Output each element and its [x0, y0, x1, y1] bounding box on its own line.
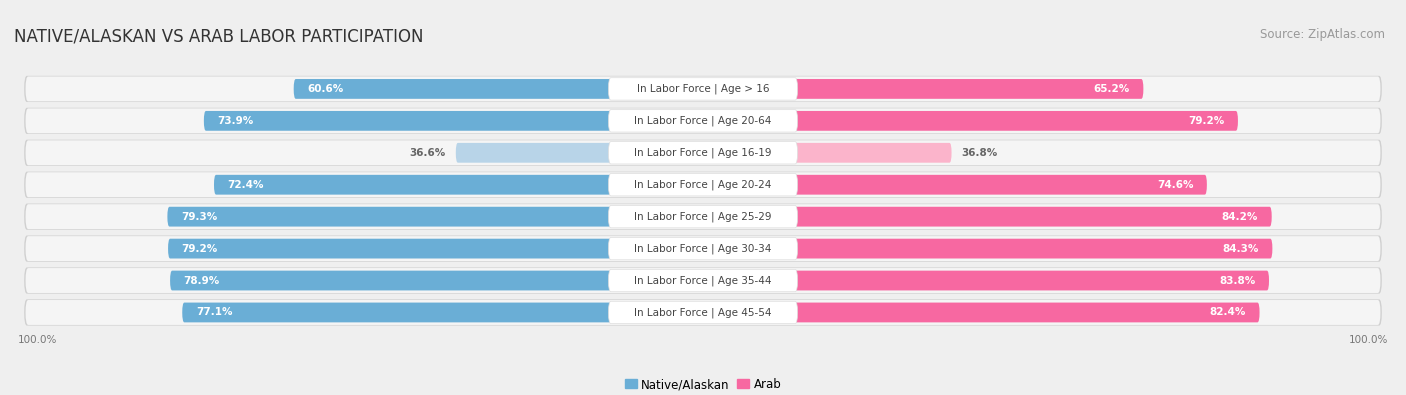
- Text: In Labor Force | Age 45-54: In Labor Force | Age 45-54: [634, 307, 772, 318]
- Text: 60.6%: 60.6%: [307, 84, 343, 94]
- FancyBboxPatch shape: [703, 207, 1271, 227]
- FancyBboxPatch shape: [24, 299, 1382, 325]
- Text: 78.9%: 78.9%: [184, 276, 219, 286]
- FancyBboxPatch shape: [25, 300, 1381, 325]
- FancyBboxPatch shape: [25, 268, 1381, 293]
- FancyBboxPatch shape: [24, 235, 1382, 262]
- FancyBboxPatch shape: [609, 269, 797, 292]
- Text: In Labor Force | Age 16-19: In Labor Force | Age 16-19: [634, 148, 772, 158]
- FancyBboxPatch shape: [25, 108, 1381, 133]
- FancyBboxPatch shape: [24, 267, 1382, 293]
- FancyBboxPatch shape: [703, 271, 1270, 290]
- FancyBboxPatch shape: [167, 207, 703, 227]
- FancyBboxPatch shape: [456, 143, 703, 163]
- Text: 74.6%: 74.6%: [1157, 180, 1194, 190]
- FancyBboxPatch shape: [609, 78, 797, 100]
- FancyBboxPatch shape: [703, 79, 1143, 99]
- Text: NATIVE/ALASKAN VS ARAB LABOR PARTICIPATION: NATIVE/ALASKAN VS ARAB LABOR PARTICIPATI…: [14, 28, 423, 46]
- FancyBboxPatch shape: [609, 173, 797, 196]
- Text: 79.2%: 79.2%: [1188, 116, 1225, 126]
- FancyBboxPatch shape: [294, 79, 703, 99]
- FancyBboxPatch shape: [24, 140, 1382, 166]
- FancyBboxPatch shape: [25, 140, 1381, 165]
- Text: 82.4%: 82.4%: [1209, 307, 1246, 318]
- FancyBboxPatch shape: [204, 111, 703, 131]
- Text: 36.8%: 36.8%: [962, 148, 998, 158]
- Text: In Labor Force | Age 20-64: In Labor Force | Age 20-64: [634, 116, 772, 126]
- FancyBboxPatch shape: [169, 239, 703, 258]
- Text: 73.9%: 73.9%: [218, 116, 253, 126]
- FancyBboxPatch shape: [609, 237, 797, 260]
- Text: In Labor Force | Age > 16: In Labor Force | Age > 16: [637, 84, 769, 94]
- Text: 77.1%: 77.1%: [195, 307, 232, 318]
- FancyBboxPatch shape: [24, 203, 1382, 230]
- FancyBboxPatch shape: [703, 175, 1206, 195]
- FancyBboxPatch shape: [24, 76, 1382, 102]
- FancyBboxPatch shape: [183, 303, 703, 322]
- FancyBboxPatch shape: [703, 303, 1260, 322]
- FancyBboxPatch shape: [24, 108, 1382, 134]
- FancyBboxPatch shape: [703, 239, 1272, 258]
- Text: 79.3%: 79.3%: [181, 212, 217, 222]
- FancyBboxPatch shape: [24, 172, 1382, 198]
- Text: 100.0%: 100.0%: [17, 335, 56, 344]
- FancyBboxPatch shape: [25, 77, 1381, 102]
- Legend: Native/Alaskan, Arab: Native/Alaskan, Arab: [620, 373, 786, 395]
- Text: 65.2%: 65.2%: [1094, 84, 1130, 94]
- FancyBboxPatch shape: [214, 175, 703, 195]
- FancyBboxPatch shape: [703, 143, 952, 163]
- FancyBboxPatch shape: [703, 111, 1237, 131]
- Text: 100.0%: 100.0%: [1350, 335, 1389, 344]
- FancyBboxPatch shape: [170, 271, 703, 290]
- FancyBboxPatch shape: [609, 142, 797, 164]
- FancyBboxPatch shape: [25, 204, 1381, 229]
- FancyBboxPatch shape: [609, 301, 797, 324]
- Text: Source: ZipAtlas.com: Source: ZipAtlas.com: [1260, 28, 1385, 41]
- Text: 79.2%: 79.2%: [181, 244, 218, 254]
- Text: 83.8%: 83.8%: [1219, 276, 1256, 286]
- FancyBboxPatch shape: [609, 110, 797, 132]
- Text: In Labor Force | Age 30-34: In Labor Force | Age 30-34: [634, 243, 772, 254]
- FancyBboxPatch shape: [25, 236, 1381, 261]
- Text: In Labor Force | Age 25-29: In Labor Force | Age 25-29: [634, 211, 772, 222]
- Text: 72.4%: 72.4%: [228, 180, 264, 190]
- Text: In Labor Force | Age 35-44: In Labor Force | Age 35-44: [634, 275, 772, 286]
- Text: 36.6%: 36.6%: [409, 148, 446, 158]
- Text: In Labor Force | Age 20-24: In Labor Force | Age 20-24: [634, 179, 772, 190]
- Text: 84.2%: 84.2%: [1222, 212, 1258, 222]
- Text: 84.3%: 84.3%: [1222, 244, 1258, 254]
- FancyBboxPatch shape: [609, 205, 797, 228]
- FancyBboxPatch shape: [25, 172, 1381, 197]
